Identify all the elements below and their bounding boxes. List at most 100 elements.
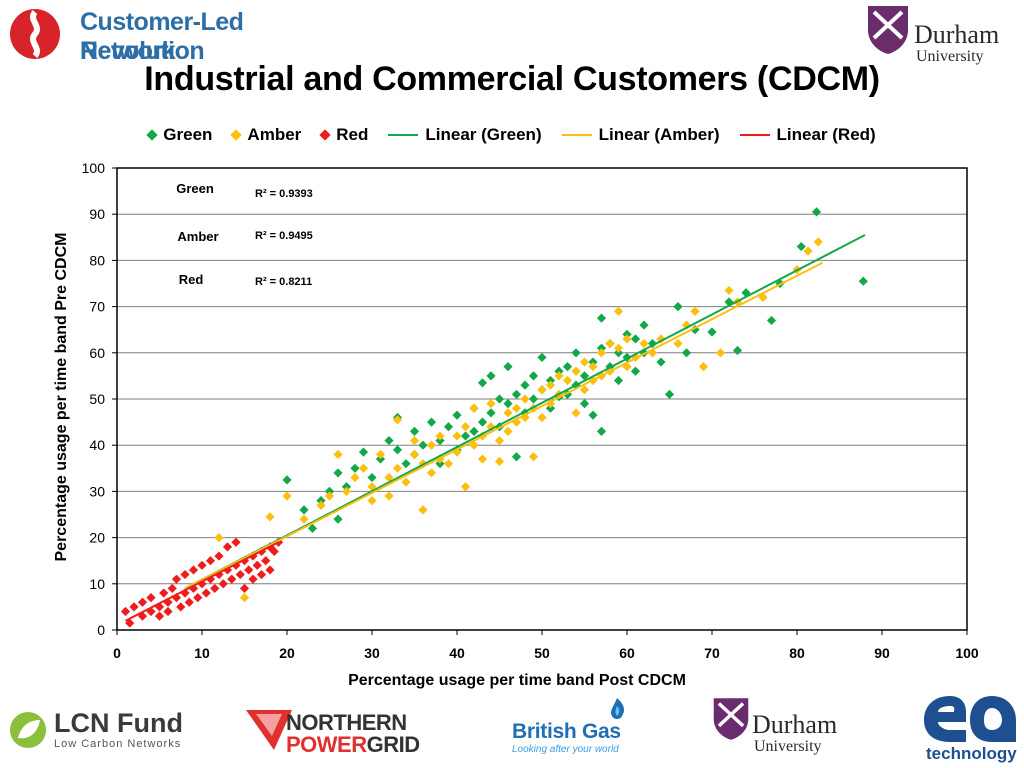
data-point	[630, 334, 641, 344]
r2-series-label: Amber	[177, 229, 218, 244]
data-point	[537, 385, 547, 395]
x-tick-label: 60	[619, 645, 635, 661]
plot-frame	[116, 167, 968, 631]
npg-chevron-icon	[246, 710, 292, 750]
data-point	[299, 505, 309, 515]
data-point	[545, 403, 556, 413]
data-point	[435, 435, 445, 446]
data-point	[392, 415, 403, 425]
x-tick-label: 20	[279, 645, 295, 661]
x-tick-label: 80	[789, 645, 805, 661]
data-point	[171, 574, 182, 584]
data-point	[146, 593, 156, 603]
data-point	[811, 207, 822, 217]
npg-line2: POWERGRID	[286, 732, 420, 758]
data-point	[511, 452, 522, 462]
data-point	[367, 496, 377, 506]
x-tick-label: 10	[194, 645, 210, 661]
x-tick-label: 30	[364, 645, 380, 661]
data-point	[137, 611, 148, 621]
data-point	[426, 468, 437, 478]
clnr-name-line2: Revolution	[80, 37, 205, 65]
data-point	[503, 426, 513, 436]
british-gas-tagline: Looking after your world	[512, 744, 619, 755]
data-point	[235, 569, 245, 580]
data-point	[858, 276, 868, 286]
durham-logo-footer: Durham University	[712, 696, 872, 762]
y-tick-label: 90	[89, 206, 105, 222]
data-point	[401, 477, 411, 487]
data-point	[443, 422, 454, 432]
data-point	[596, 313, 607, 323]
data-point	[163, 597, 173, 607]
data-point	[341, 486, 352, 496]
data-point	[418, 505, 428, 515]
data-point	[231, 537, 241, 547]
data-point	[248, 574, 258, 584]
data-point	[205, 556, 216, 566]
data-point	[605, 338, 615, 349]
legend-marker-icon	[319, 129, 331, 141]
data-point	[588, 357, 598, 367]
data-point	[494, 394, 505, 404]
data-point	[681, 348, 692, 358]
ea-tagline: technology	[926, 744, 1017, 763]
durham-name: Durham	[914, 20, 1000, 49]
r2-value: R² = 0.9393	[255, 188, 313, 200]
data-point	[282, 475, 292, 485]
footer-logos: LCN Fund Low Carbon Networks NORTHERN PO…	[0, 690, 1024, 768]
data-point	[367, 472, 377, 483]
data-point	[520, 380, 530, 390]
legend-label: Linear (Green)	[425, 125, 542, 144]
data-point	[520, 412, 530, 423]
data-point	[537, 352, 547, 363]
legend-label: Linear (Amber)	[598, 125, 720, 144]
data-point	[222, 542, 233, 552]
legend-label: Linear (Red)	[776, 125, 876, 144]
data-point	[528, 452, 539, 462]
x-tick-label: 0	[113, 645, 121, 661]
durham-sub: University	[916, 48, 984, 65]
data-point	[333, 449, 343, 460]
r2-series-label: Red	[179, 272, 204, 287]
durham-logo-header: Durham University	[866, 2, 1024, 70]
data-point	[613, 375, 624, 386]
x-tick-label: 70	[704, 645, 720, 661]
x-tick-label: 100	[955, 645, 979, 661]
data-point	[469, 403, 479, 413]
y-axis-title: Percentage usage per time band Pre CDCM	[53, 233, 70, 562]
data-point	[350, 463, 360, 473]
data-point	[528, 371, 539, 381]
lcn-sub: Low Carbon Networks	[54, 738, 182, 750]
data-point	[545, 375, 556, 386]
data-point	[282, 491, 292, 501]
data-point	[681, 320, 692, 330]
data-point	[167, 583, 177, 594]
data-point	[316, 496, 326, 506]
data-point	[163, 606, 173, 617]
data-point	[214, 551, 224, 561]
data-point	[159, 588, 169, 598]
data-point	[120, 606, 131, 617]
data-point	[358, 447, 369, 457]
lcn-name: LCN Fund	[54, 708, 183, 738]
data-point	[741, 288, 751, 298]
clnr-emblem-icon	[10, 9, 60, 59]
northern-powergrid-logo: NORTHERN POWERGRID	[246, 710, 426, 757]
british-gas-name: British Gas	[512, 720, 621, 743]
data-point	[265, 512, 275, 522]
npg-grid: GRID	[366, 732, 421, 757]
data-point	[588, 410, 598, 420]
r2-value: R² = 0.9495	[255, 230, 313, 242]
data-point	[579, 371, 590, 381]
data-point	[231, 560, 241, 570]
legend-marker-icon	[230, 129, 243, 141]
data-point	[639, 320, 649, 330]
data-point	[715, 348, 726, 358]
data-point	[690, 325, 700, 335]
npg-power: POWER	[286, 732, 367, 757]
data-point	[596, 343, 607, 353]
data-point	[622, 334, 632, 344]
data-point	[673, 302, 683, 312]
data-point	[571, 408, 581, 418]
